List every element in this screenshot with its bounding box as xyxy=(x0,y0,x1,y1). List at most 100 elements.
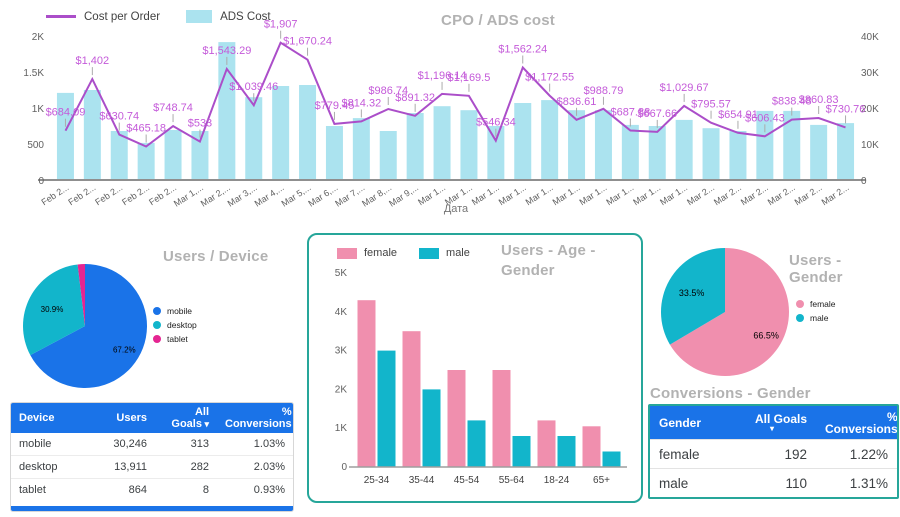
age-x-label: 18-24 xyxy=(544,475,570,486)
cpo-value-label: $730.76 xyxy=(826,103,866,115)
column-header-gender: Gender xyxy=(659,415,702,430)
desktop-pie-slice[interactable] xyxy=(23,264,85,356)
ads-cost-bar[interactable] xyxy=(648,126,666,180)
ads-cost-bar[interactable] xyxy=(379,131,397,180)
ads-cost-bar[interactable] xyxy=(621,124,639,180)
mobile-pie-slice[interactable] xyxy=(30,264,148,388)
x-axis-label: Feb 2... xyxy=(66,182,97,207)
ads-cost-bar[interactable] xyxy=(541,100,559,180)
ads-cost-bar[interactable] xyxy=(406,113,424,180)
male-bar[interactable] xyxy=(602,451,621,468)
cpo-value-label: $1,907 xyxy=(264,19,298,31)
ads-cost-bar[interactable] xyxy=(568,110,586,180)
cpo-value-label: $1,402 xyxy=(76,55,110,67)
column-header-conversions: % Conversions xyxy=(225,406,292,430)
ads-cost-bar[interactable] xyxy=(783,110,801,180)
legend-label: tablet xyxy=(167,334,188,344)
tablet-pie-slice[interactable] xyxy=(77,264,85,326)
age-x-label: 35-44 xyxy=(409,475,435,486)
female-bar[interactable] xyxy=(537,420,556,467)
male-bar[interactable] xyxy=(512,436,531,467)
table-cell: 864 xyxy=(128,484,147,496)
chart-title-users-device: Users / Device xyxy=(163,248,269,265)
male-bar[interactable] xyxy=(467,420,486,467)
ads-cost-bar[interactable] xyxy=(164,130,182,180)
x-axis-label: Feb 2... xyxy=(40,182,71,207)
x-axis-label: Mar 2... xyxy=(820,182,851,207)
male-bar[interactable] xyxy=(557,436,576,467)
age-y-tick: 0 xyxy=(341,462,347,473)
cpo-line[interactable] xyxy=(64,41,846,148)
x-axis-label: Mar 6,... xyxy=(306,182,339,208)
ads-cost-bar[interactable] xyxy=(756,110,774,180)
legend-item-female: female xyxy=(337,247,397,259)
female-bar[interactable] xyxy=(447,370,466,467)
legend-label: male xyxy=(810,313,829,323)
ads-cost-bar[interactable] xyxy=(487,126,505,180)
x-axis-label: Mar 2... xyxy=(712,182,743,207)
x-axis-label: Mar 1... xyxy=(524,182,555,207)
legend-item-male: male xyxy=(419,247,470,259)
table-cell: 8 xyxy=(202,484,209,496)
ads-cost-bar[interactable] xyxy=(702,128,720,180)
cpo-value-label: $687.88 xyxy=(610,107,650,119)
male-bar[interactable] xyxy=(377,350,396,467)
table-cell: 1.03% xyxy=(253,438,285,450)
ads-cost-bar[interactable] xyxy=(675,119,693,180)
ads-cost-bar[interactable] xyxy=(110,131,128,180)
table-cell: 30,246 xyxy=(113,438,147,450)
age-y-tick: 1K xyxy=(335,423,348,434)
x-axis-label: Mar 1,... xyxy=(172,182,205,208)
table-cell: 192 xyxy=(784,446,807,462)
ads-cost-bar[interactable] xyxy=(191,131,209,180)
table-row[interactable]: female 192 1.22% xyxy=(650,439,897,468)
ads-cost-bar[interactable] xyxy=(433,106,451,180)
ads-cost-bar[interactable] xyxy=(299,85,317,180)
table-cell: tablet xyxy=(19,484,46,496)
table-cell: 282 xyxy=(190,461,209,473)
legend-label: ADS Cost xyxy=(220,10,271,23)
column-header-all-goals[interactable]: All Goals ▾ xyxy=(728,411,816,434)
ads-cost-bar[interactable] xyxy=(218,42,236,180)
left-axis-tick: 2K xyxy=(32,32,45,43)
ads-cost-bar[interactable] xyxy=(137,142,155,180)
female-bar[interactable] xyxy=(402,331,421,467)
female-pie-slice[interactable] xyxy=(669,248,789,376)
table-cell: 1.22% xyxy=(849,446,888,462)
ads-cost-bar[interactable] xyxy=(245,97,263,180)
legend-label: Cost per Order xyxy=(84,10,161,23)
users-gender-pie-chart: 66.5% 33.5% xyxy=(660,248,789,376)
device-table-body: mobile 30,246 313 1.03% desktop 13,911 282 2.03… xyxy=(11,433,293,501)
x-axis-label: Feb 2... xyxy=(120,182,151,207)
table-row[interactable]: tablet 864 8 0.93% xyxy=(11,478,293,501)
table-row[interactable]: desktop 13,911 282 2.03% xyxy=(11,455,293,478)
male-swatch-icon xyxy=(419,247,440,259)
female-bar[interactable] xyxy=(357,300,376,467)
cpo-ads-legend: Cost per Order ADS Cost xyxy=(46,10,271,23)
ads-cost-bar[interactable] xyxy=(514,103,532,180)
table-row[interactable]: male 110 1.31% xyxy=(650,468,897,497)
ads-cost-bar[interactable] xyxy=(460,110,478,180)
cpo-ads-chart: 0 500 1K 1.5K 2K 0 10K 20K 30K 40K $684.09 $1,402 $6… xyxy=(0,0,900,230)
ads-cost-bar[interactable] xyxy=(325,126,343,180)
column-header-all-goals[interactable]: All Goals ▾ xyxy=(171,406,209,430)
ads-cost-bar[interactable] xyxy=(837,123,855,180)
ads-cost-bar[interactable] xyxy=(810,124,828,180)
ads-cost-bar[interactable] xyxy=(729,131,747,180)
male-pie-slice[interactable] xyxy=(660,248,725,345)
x-axis-label: Mar 1... xyxy=(416,182,447,207)
cpo-value-label: $546.34 xyxy=(476,117,516,129)
column-header-conversions: % Conversions xyxy=(825,409,898,436)
chart-title-users-age-gender: Users - Age - Gender xyxy=(501,242,596,279)
legend-item-desktop: desktop xyxy=(153,320,197,330)
ads-cost-bar[interactable] xyxy=(56,92,74,180)
ads-cost-bar[interactable] xyxy=(352,118,370,180)
table-row[interactable]: mobile 30,246 313 1.03% xyxy=(11,433,293,455)
female-bar[interactable] xyxy=(492,370,511,467)
ads-cost-bar[interactable] xyxy=(83,90,101,180)
ads-cost-bar[interactable] xyxy=(594,110,612,180)
ads-cost-bar[interactable] xyxy=(272,86,290,180)
female-bar[interactable] xyxy=(582,426,601,467)
cpo-value-label: $1,039.46 xyxy=(229,81,278,93)
male-bar[interactable] xyxy=(422,389,441,467)
